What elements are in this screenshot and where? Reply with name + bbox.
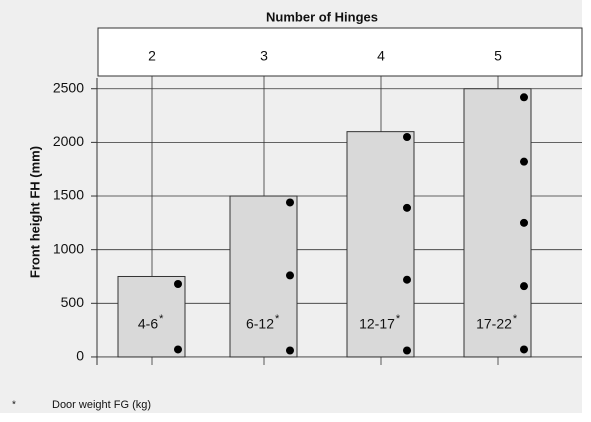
- weight-marker: *: [159, 313, 164, 325]
- bar: [346, 131, 415, 358]
- y-tick-label: 2500: [53, 79, 84, 95]
- hinge-dot: [520, 93, 528, 102]
- hinge-dot: [174, 279, 182, 288]
- hinge-dot: [403, 133, 411, 142]
- hinge-dot: [520, 282, 528, 291]
- hinge-dot: [286, 198, 294, 207]
- y-tick-label: 1000: [53, 240, 84, 256]
- weight-label: 17-22: [476, 316, 512, 332]
- hinge-dot: [403, 346, 411, 355]
- weight-label: 4-6: [138, 316, 158, 332]
- weight-marker: *: [396, 313, 401, 325]
- bar: [229, 195, 298, 358]
- hinge-dot: [174, 345, 182, 354]
- category-header-box: [97, 27, 583, 77]
- hinge-dot: [286, 271, 294, 280]
- weight-label: 6-12: [246, 316, 274, 332]
- y-tick-label: 2000: [53, 133, 84, 149]
- bar: [117, 275, 186, 358]
- y-axis-label: Front height FH (mm): [27, 146, 42, 278]
- category-label: 2: [148, 48, 156, 64]
- y-tick-label: 500: [61, 294, 85, 310]
- footnote-marker: *: [12, 400, 16, 411]
- chart-title: Number of Hinges: [266, 9, 378, 24]
- y-tick-label: 0: [76, 348, 84, 364]
- hinge-dot: [520, 218, 528, 227]
- hinge-dot: [286, 346, 294, 355]
- category-label: 3: [260, 48, 268, 64]
- category-label: 4: [377, 48, 385, 64]
- hinge-dot: [403, 275, 411, 284]
- hinge-dot: [403, 203, 411, 212]
- weight-marker: *: [275, 313, 280, 325]
- footnote-text: Door weight FG (kg): [52, 399, 151, 411]
- weight-label: 12-17: [359, 316, 395, 332]
- weight-marker: *: [513, 313, 518, 325]
- bar: [463, 88, 532, 358]
- y-tick-label: 1500: [53, 187, 84, 203]
- hinge-dot: [520, 157, 528, 166]
- category-label: 5: [494, 48, 502, 64]
- hinge-dot: [520, 345, 528, 354]
